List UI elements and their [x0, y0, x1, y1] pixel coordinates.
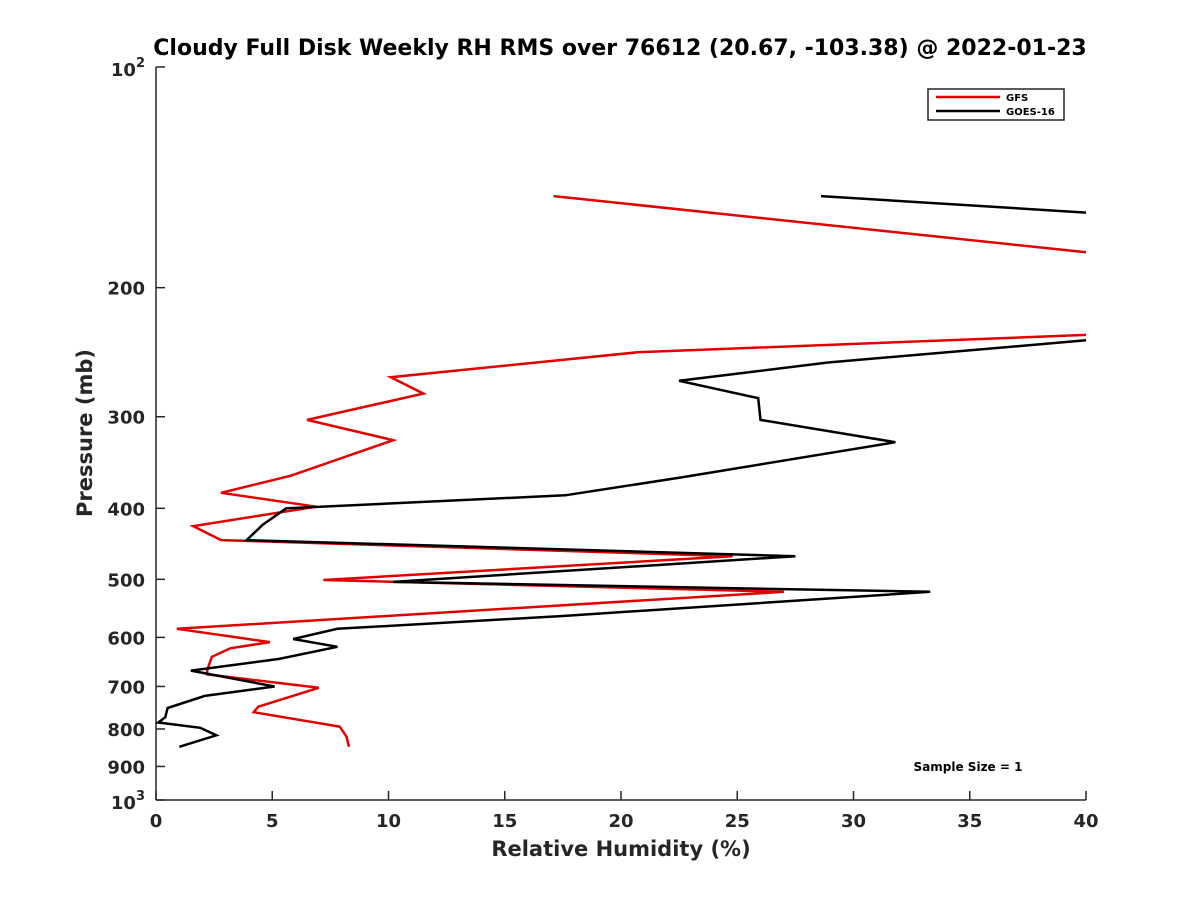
x-tick-label: 30	[841, 811, 866, 832]
y-tick-label: 102	[111, 56, 145, 81]
x-tick-label: 25	[725, 811, 750, 832]
series-line-goes16	[820, 194, 1087, 214]
y-tick-label: 500	[107, 570, 145, 591]
x-tick-label: 0	[150, 811, 163, 832]
legend-box	[927, 88, 1065, 121]
legend-label-goes16: GOES-16	[1006, 107, 1055, 118]
x-tick-label: 20	[608, 811, 633, 832]
legend-label-gfs: GFS	[1006, 93, 1028, 104]
x-tick-label: 15	[492, 811, 517, 832]
x-tick-label: 10	[376, 811, 401, 832]
series-layer	[155, 194, 1087, 748]
y-tick-label: 103	[111, 789, 145, 814]
x-tick-label: 5	[266, 811, 279, 832]
y-tick-label: 200	[107, 279, 145, 300]
series-line-goes16	[155, 339, 1087, 748]
y-axis-label: Pressure (mb)	[73, 349, 97, 517]
x-axis-label: Relative Humidity (%)	[491, 837, 750, 861]
y-tick-label: 900	[107, 757, 145, 778]
y-tick-label: 600	[107, 628, 145, 649]
y-tick-group: 102 200 300 400 500 600 700 800 900 103	[107, 56, 165, 814]
legend: GFS GOES-16	[927, 88, 1065, 121]
sample-size-annotation: Sample Size = 1	[914, 760, 1023, 774]
y-tick-label: 700	[107, 677, 145, 698]
x-tick-label: 40	[1073, 811, 1098, 832]
chart-title: Cloudy Full Disk Weekly RH RMS over 7661…	[153, 36, 1086, 61]
y-tick-label: 300	[107, 408, 145, 429]
series-line-gfs	[553, 194, 1087, 254]
x-tick-group: 0 5 10 15 20 25 30 35 40	[150, 791, 1099, 832]
plot-area: 0 5 10 15 20 25 30 35 40 102 200 300 400 500 600 700 80…	[107, 56, 1098, 832]
y-tick-label: 400	[107, 499, 145, 520]
x-tick-label: 35	[957, 811, 982, 832]
y-tick-label: 800	[107, 720, 145, 741]
